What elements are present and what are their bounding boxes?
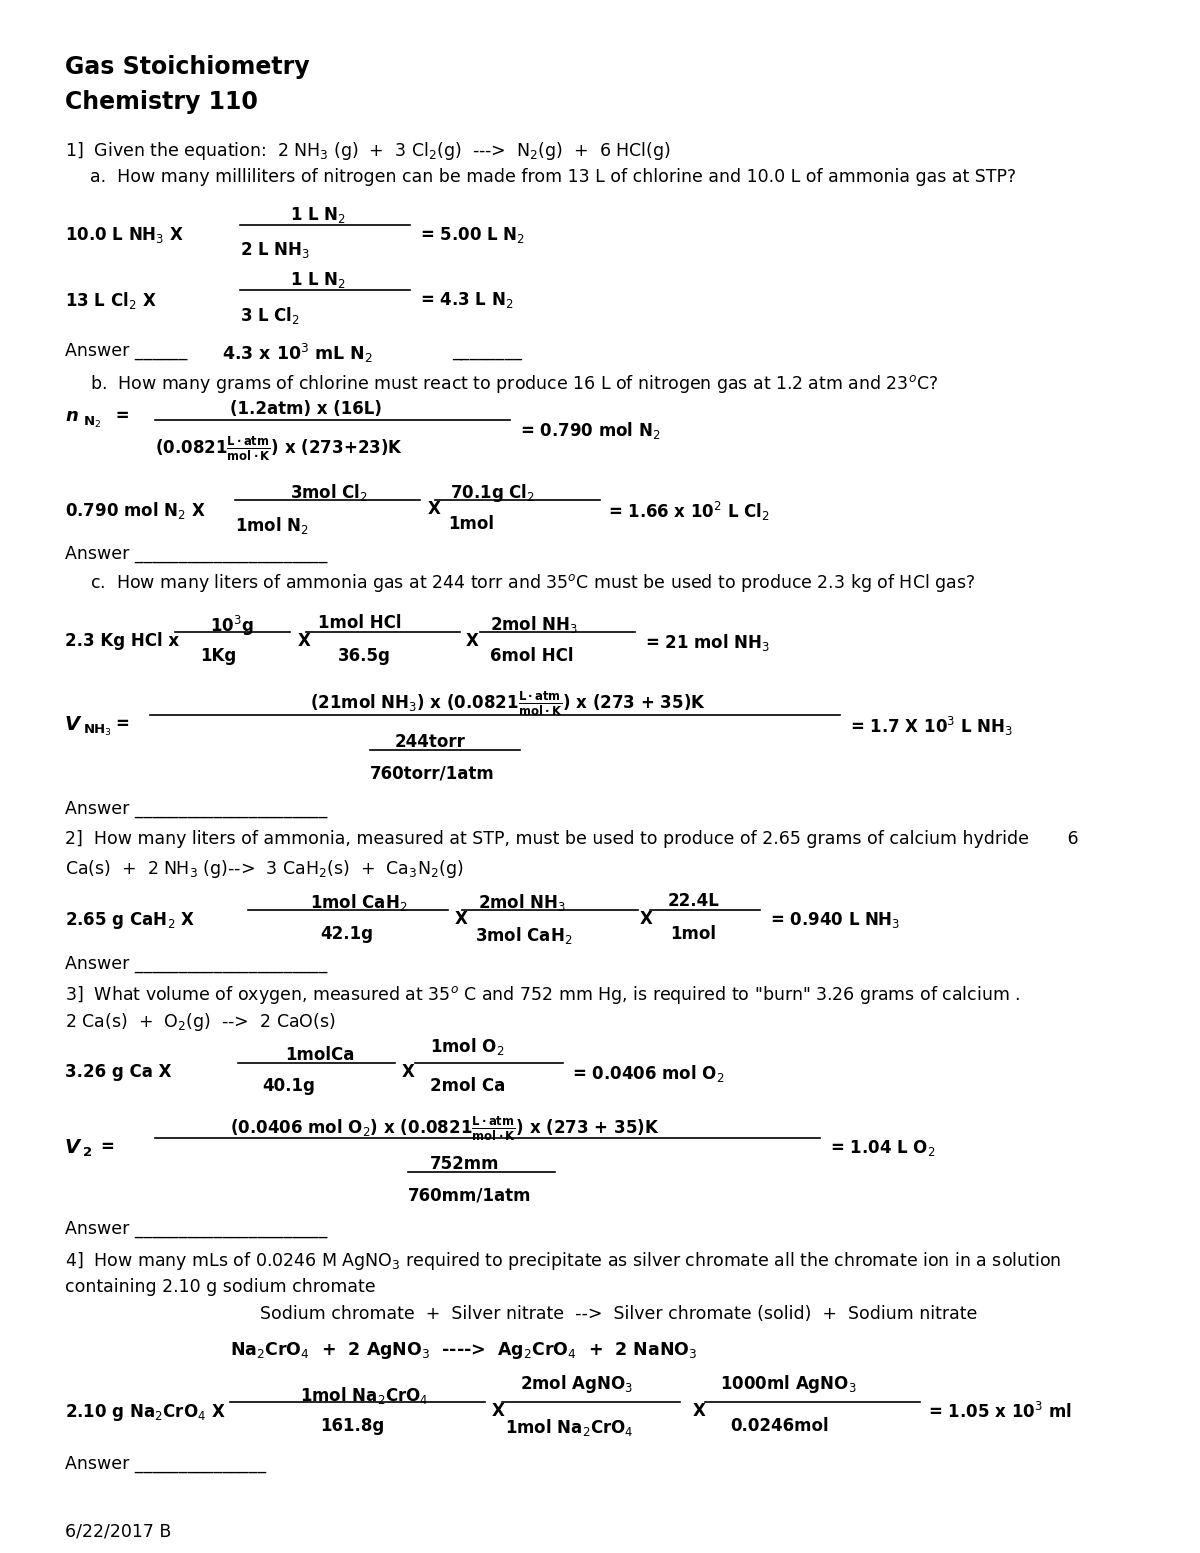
Text: =: = [115, 714, 128, 733]
Text: X: X [298, 632, 311, 651]
Text: = 1.05 x 10$^3$ ml: = 1.05 x 10$^3$ ml [928, 1402, 1072, 1423]
Text: 752mm: 752mm [430, 1155, 499, 1173]
Text: =: = [100, 1138, 114, 1155]
Text: = 4.3 L N$_2$: = 4.3 L N$_2$ [420, 290, 514, 311]
Text: 3mol CaH$_2$: 3mol CaH$_2$ [475, 926, 572, 946]
Text: 1mol N$_2$: 1mol N$_2$ [235, 516, 310, 536]
Text: 2mol NH$_3$: 2mol NH$_3$ [478, 891, 565, 913]
Text: 1mol CaH$_2$: 1mol CaH$_2$ [310, 891, 408, 913]
Text: X: X [492, 1402, 505, 1419]
Text: N$_2$: N$_2$ [83, 415, 101, 430]
Text: 1Kg: 1Kg [200, 648, 236, 665]
Text: (1.2atm) x (16L): (1.2atm) x (16L) [230, 401, 382, 418]
Text: 161.8g: 161.8g [320, 1416, 384, 1435]
Text: 2mol Ca: 2mol Ca [430, 1076, 505, 1095]
Text: = 1.04 L O$_2$: = 1.04 L O$_2$ [830, 1138, 936, 1159]
Text: Answer ______: Answer ______ [65, 342, 187, 360]
Text: X: X [694, 1402, 706, 1419]
Text: X: X [640, 910, 653, 929]
Text: 244torr: 244torr [395, 733, 466, 752]
Text: V: V [65, 1138, 80, 1157]
Text: 2 Ca(s)  +  O$_2$(g)  -->  2 CaO(s): 2 Ca(s) + O$_2$(g) --> 2 CaO(s) [65, 1011, 336, 1033]
Text: n: n [65, 407, 78, 426]
Text: 4.3 x 10$^3$ mL N$_2$: 4.3 x 10$^3$ mL N$_2$ [222, 342, 373, 365]
Text: V: V [65, 714, 80, 735]
Text: = 1.7 X 10$^3$ L NH$_3$: = 1.7 X 10$^3$ L NH$_3$ [850, 714, 1013, 738]
Text: 1000ml AgNO$_3$: 1000ml AgNO$_3$ [720, 1373, 857, 1395]
Text: Sodium chromate  +  Silver nitrate  -->  Silver chromate (solid)  +  Sodium nitr: Sodium chromate + Silver nitrate --> Sil… [260, 1305, 977, 1323]
Text: 42.1g: 42.1g [320, 926, 373, 943]
Text: 36.5g: 36.5g [338, 648, 391, 665]
Text: X: X [402, 1062, 415, 1081]
Text: 40.1g: 40.1g [262, 1076, 314, 1095]
Text: 6/22/2017 B: 6/22/2017 B [65, 1522, 172, 1541]
Text: 10$^3$g: 10$^3$g [210, 613, 253, 638]
Text: Gas Stoichiometry: Gas Stoichiometry [65, 54, 310, 79]
Text: = 1.66 x 10$^2$ L Cl$_2$: = 1.66 x 10$^2$ L Cl$_2$ [608, 500, 770, 523]
Text: a.  How many milliliters of nitrogen can be made from 13 L of chlorine and 10.0 : a. How many milliliters of nitrogen can … [90, 168, 1016, 186]
Text: 2mol AgNO$_3$: 2mol AgNO$_3$ [520, 1373, 634, 1395]
Text: 70.1g Cl$_2$: 70.1g Cl$_2$ [450, 481, 535, 505]
Text: Chemistry 110: Chemistry 110 [65, 90, 258, 113]
Text: 1mol HCl: 1mol HCl [318, 613, 402, 632]
Text: = 0.0406 mol O$_2$: = 0.0406 mol O$_2$ [572, 1062, 725, 1084]
Text: containing 2.10 g sodium chromate: containing 2.10 g sodium chromate [65, 1278, 376, 1297]
Text: 10.0 L NH$_3$ X: 10.0 L NH$_3$ X [65, 225, 184, 245]
Text: =: = [110, 407, 130, 426]
Text: X: X [466, 632, 479, 651]
Text: c.  How many liters of ammonia gas at 244 torr and 35$^o$C must be used to produ: c. How many liters of ammonia gas at 244… [90, 572, 976, 593]
Text: 6mol HCl: 6mol HCl [490, 648, 574, 665]
Text: 1mol O$_2$: 1mol O$_2$ [430, 1036, 504, 1058]
Text: 22.4L: 22.4L [668, 891, 720, 910]
Text: 2.3 Kg HCl x: 2.3 Kg HCl x [65, 632, 179, 651]
Text: Answer ______________________: Answer ______________________ [65, 800, 328, 818]
Text: 3.26 g Ca X: 3.26 g Ca X [65, 1062, 172, 1081]
Text: 1molCa: 1molCa [286, 1047, 354, 1064]
Text: 3 L Cl$_2$: 3 L Cl$_2$ [240, 304, 300, 326]
Text: 1]  Given the equation:  2 NH$_3$ (g)  +  3 Cl$_2$(g)  --->  N$_2$(g)  +  6 HCl(: 1] Given the equation: 2 NH$_3$ (g) + 3 … [65, 140, 671, 162]
Text: = 0.790 mol N$_2$: = 0.790 mol N$_2$ [520, 419, 661, 441]
Text: (0.0821$\mathregular{\frac{L\cdot atm}{mol\cdot K}}$) x (273+23)K: (0.0821$\mathregular{\frac{L\cdot atm}{m… [155, 435, 403, 463]
Text: Answer ______________________: Answer ______________________ [65, 1221, 328, 1238]
Text: Answer ______________________: Answer ______________________ [65, 955, 328, 974]
Text: 1 L N$_2$: 1 L N$_2$ [290, 205, 346, 225]
Text: 1 L N$_2$: 1 L N$_2$ [290, 270, 346, 290]
Text: 0.790 mol N$_2$ X: 0.790 mol N$_2$ X [65, 500, 206, 520]
Text: Na$_2$CrO$_4$  +  2 AgNO$_3$  ---->  Ag$_2$CrO$_4$  +  2 NaNO$_3$: Na$_2$CrO$_4$ + 2 AgNO$_3$ ----> Ag$_2$C… [230, 1340, 697, 1360]
Text: (21mol NH$_3$) x (0.0821$\mathregular{\frac{L\cdot atm}{mol\cdot K}}$) x (273 + : (21mol NH$_3$) x (0.0821$\mathregular{\f… [310, 690, 706, 717]
Text: 760mm/1atm: 760mm/1atm [408, 1186, 532, 1205]
Text: 1mol Na$_2$CrO$_4$: 1mol Na$_2$CrO$_4$ [505, 1416, 634, 1438]
Text: Ca(s)  +  2 NH$_3$ (g)-->  3 CaH$_2$(s)  +  Ca$_3$N$_2$(g): Ca(s) + 2 NH$_3$ (g)--> 3 CaH$_2$(s) + C… [65, 857, 463, 881]
Text: X: X [428, 500, 440, 519]
Text: 4]  How many mLs of 0.0246 M AgNO$_3$ required to precipitate as silver chromate: 4] How many mLs of 0.0246 M AgNO$_3$ req… [65, 1250, 1061, 1272]
Text: 13 L Cl$_2$ X: 13 L Cl$_2$ X [65, 290, 156, 311]
Text: 3]  What volume of oxygen, measured at 35$^o$ C and 752 mm Hg, is required to "b: 3] What volume of oxygen, measured at 35… [65, 985, 1020, 1006]
Text: 2.10 g Na$_2$CrO$_4$ X: 2.10 g Na$_2$CrO$_4$ X [65, 1402, 226, 1423]
Text: NH$_3$: NH$_3$ [83, 724, 112, 738]
Text: = 5.00 L N$_2$: = 5.00 L N$_2$ [420, 225, 526, 245]
Text: 760torr/1atm: 760torr/1atm [370, 766, 494, 783]
Text: = 0.940 L NH$_3$: = 0.940 L NH$_3$ [770, 910, 900, 930]
Text: 2mol NH$_3$: 2mol NH$_3$ [490, 613, 577, 635]
Text: (0.0406 mol O$_2$) x (0.0821$\mathregular{\frac{L\cdot atm}{mol\cdot K}}$) x (27: (0.0406 mol O$_2$) x (0.0821$\mathregula… [230, 1115, 660, 1143]
Text: 1mol: 1mol [670, 926, 716, 943]
Text: b.  How many grams of chlorine must react to produce 16 L of nitrogen gas at 1.2: b. How many grams of chlorine must react… [90, 373, 938, 394]
Text: 1mol Na$_2$CrO$_4$: 1mol Na$_2$CrO$_4$ [300, 1385, 428, 1405]
Text: 1mol: 1mol [448, 516, 494, 533]
Text: 0.0246mol: 0.0246mol [730, 1416, 829, 1435]
Text: 2.65 g CaH$_2$ X: 2.65 g CaH$_2$ X [65, 910, 196, 930]
Text: 3mol Cl$_2$: 3mol Cl$_2$ [290, 481, 368, 503]
Text: 2: 2 [83, 1146, 92, 1159]
Text: ________: ________ [452, 342, 522, 360]
Text: 2 L NH$_3$: 2 L NH$_3$ [240, 241, 310, 259]
Text: 2]  How many liters of ammonia, measured at STP, must be used to produce of 2.65: 2] How many liters of ammonia, measured … [65, 829, 1079, 848]
Text: Answer ______________________: Answer ______________________ [65, 545, 328, 564]
Text: Answer _______________: Answer _______________ [65, 1455, 266, 1472]
Text: = 21 mol NH$_3$: = 21 mol NH$_3$ [646, 632, 770, 652]
Text: X: X [455, 910, 468, 929]
